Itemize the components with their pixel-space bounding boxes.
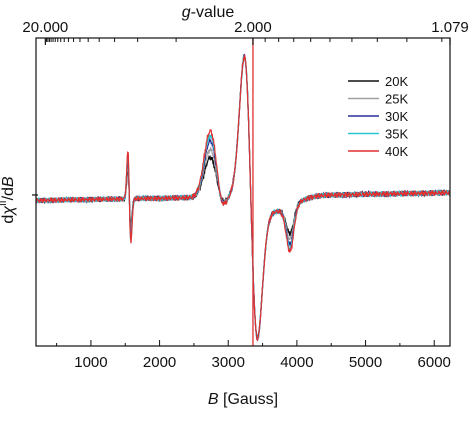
top-tick-label-2: 1.079 [431,19,469,36]
traces [36,53,450,342]
y-axis-label: dχII/dB [0,176,17,224]
x-tick-label-4000: 4000 [280,354,313,371]
plot-frame [35,37,451,347]
x-tick-label-1000: 1000 [74,354,107,371]
legend-label-20K: 20K [385,74,408,89]
legend-label-30K: 30K [385,109,408,124]
legend-label-25K: 25K [385,92,408,107]
x-tick-label-3000: 3000 [212,354,245,371]
legend-label-40K: 40K [385,144,408,159]
legend: 20K 25K 30K 35K 40K [348,74,408,159]
top-tick-label-1: 2.000 [234,19,272,36]
legend-label-35K: 35K [385,127,408,142]
series-line-40K [36,54,450,342]
x-tick-label-5000: 5000 [349,354,382,371]
x-tick-label-2000: 2000 [143,354,176,371]
x-tick-label-6000: 6000 [418,354,451,371]
top-axis-label: g-value [182,4,235,21]
top-tick-label-0: 20.000 [22,19,68,36]
x-axis-label: B [Gauss] [208,391,278,408]
